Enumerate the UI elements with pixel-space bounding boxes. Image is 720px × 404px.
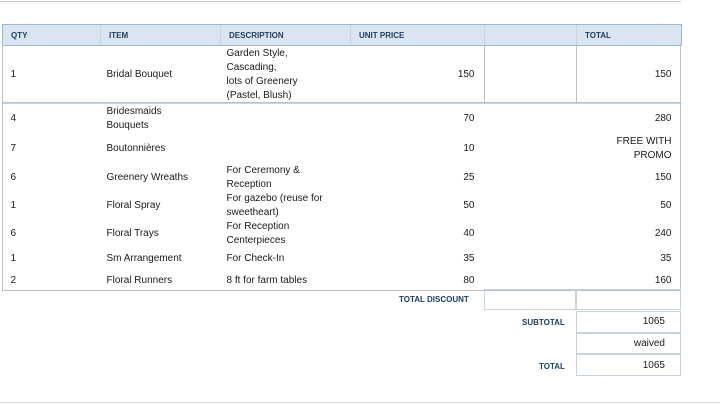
col-header-blank	[484, 24, 577, 46]
qty-cell: 6	[10, 171, 17, 183]
total-cell: 150	[654, 171, 672, 183]
item-cell: Greenery Wreaths	[106, 171, 189, 183]
total-cell: 280	[576, 103, 682, 134]
item-cell: Bridesmaids Bouquets	[100, 103, 221, 134]
unit-price-cell: 80	[463, 274, 475, 286]
description-cell: For gazebo (reuse for sweetheart)	[226, 192, 323, 218]
discount-box	[576, 333, 681, 354]
total-cell: 240	[654, 228, 672, 239]
description-cell	[220, 103, 351, 134]
discount-value: waived	[633, 338, 665, 349]
blank-cell	[485, 220, 577, 249]
item-cell: Floral Runners	[106, 274, 173, 286]
grand-total-label: TOTAL	[539, 362, 565, 371]
description-cell: For Check-In	[226, 253, 285, 264]
item-cell: Floral Trays	[106, 228, 159, 239]
unit-price-cell: 25	[463, 171, 475, 183]
unit-price-cell: 70	[350, 103, 485, 134]
total-cell: 150	[576, 45, 682, 104]
table-row: 6 Floral Trays For Reception Centerpiece…	[3, 220, 682, 249]
total-cell: 160	[654, 274, 672, 286]
qty-cell: 6	[10, 228, 17, 239]
table-row: 1 Floral Spray For gazebo (reuse for swe…	[3, 192, 682, 220]
item-cell: Boutonnières	[106, 142, 166, 154]
table-row: 1 Sm Arrangement For Check-In 35 35	[3, 249, 682, 270]
blank-cell	[485, 192, 577, 220]
qty-cell: 1	[10, 199, 17, 211]
blank-cell	[485, 249, 577, 270]
description-cell: For Reception Centerpieces	[226, 221, 290, 246]
unit-price-cell: 10	[463, 142, 475, 154]
col-header-description: DESCRIPTION	[220, 24, 351, 46]
total-cell: FREE WITH PROMO	[616, 135, 672, 161]
subtotal-label: SUBTOTAL	[522, 318, 565, 327]
col-header-item: ITEM	[100, 24, 221, 46]
description-cell	[221, 134, 351, 164]
subtotal-box	[576, 311, 681, 333]
unit-price-cell: 150	[350, 45, 485, 104]
table-row: 6 Greenery Wreaths For Ceremony & Recept…	[3, 164, 682, 192]
table-row: 2 Floral Runners 8 ft for farm tables 80…	[3, 270, 682, 292]
total-discount-value-box	[576, 289, 681, 310]
total-discount-label: TOTAL DISCOUNT	[399, 295, 469, 304]
qty-cell: 7	[10, 142, 17, 154]
col-header-total: TOTAL	[576, 24, 682, 46]
grand-total-value: 1065	[642, 360, 665, 371]
subtotal-value: 1065	[642, 316, 665, 327]
total-cell: 50	[660, 199, 672, 211]
qty-cell: 4	[2, 103, 101, 134]
qty-cell: 1	[10, 253, 17, 264]
invoice-table: QTY ITEM DESCRIPTION UNIT PRICE TOTAL 1 …	[2, 24, 682, 292]
blank-cell	[485, 270, 577, 292]
item-cell: Bridal Bouquet	[100, 45, 221, 104]
col-header-qty: QTY	[2, 24, 101, 46]
blank-cell	[485, 164, 577, 192]
unit-price-cell: 35	[463, 253, 475, 264]
table-row: 7 Boutonnières 10 FREE WITH PROMO	[3, 134, 682, 164]
top-divider	[0, 1, 681, 2]
blank-cell	[484, 103, 577, 134]
description-cell: Garden Style, Cascading, lots of Greener…	[220, 45, 351, 104]
table-header-row: QTY ITEM DESCRIPTION UNIT PRICE TOTAL	[2, 24, 682, 46]
total-discount-box	[484, 289, 576, 310]
grand-total-box	[576, 354, 681, 376]
total-cell: 35	[660, 253, 672, 264]
table-row: 4 Bridesmaids Bouquets 70 280	[2, 103, 682, 134]
qty-cell: 2	[10, 274, 17, 286]
unit-price-cell: 40	[463, 228, 475, 239]
blank-cell	[485, 134, 577, 164]
unit-price-cell: 50	[463, 199, 475, 211]
description-cell: 8 ft for farm tables	[226, 274, 308, 286]
description-cell: For Ceremony & Reception	[226, 164, 300, 190]
table-row: 1 Bridal Bouquet Garden Style, Cascading…	[2, 45, 682, 104]
item-cell: Floral Spray	[106, 199, 161, 211]
bottom-divider	[0, 402, 720, 403]
item-cell: Sm Arrangement	[106, 253, 182, 264]
qty-cell: 1	[2, 45, 101, 104]
col-header-unit-price: UNIT PRICE	[350, 24, 485, 46]
blank-cell	[484, 45, 577, 104]
